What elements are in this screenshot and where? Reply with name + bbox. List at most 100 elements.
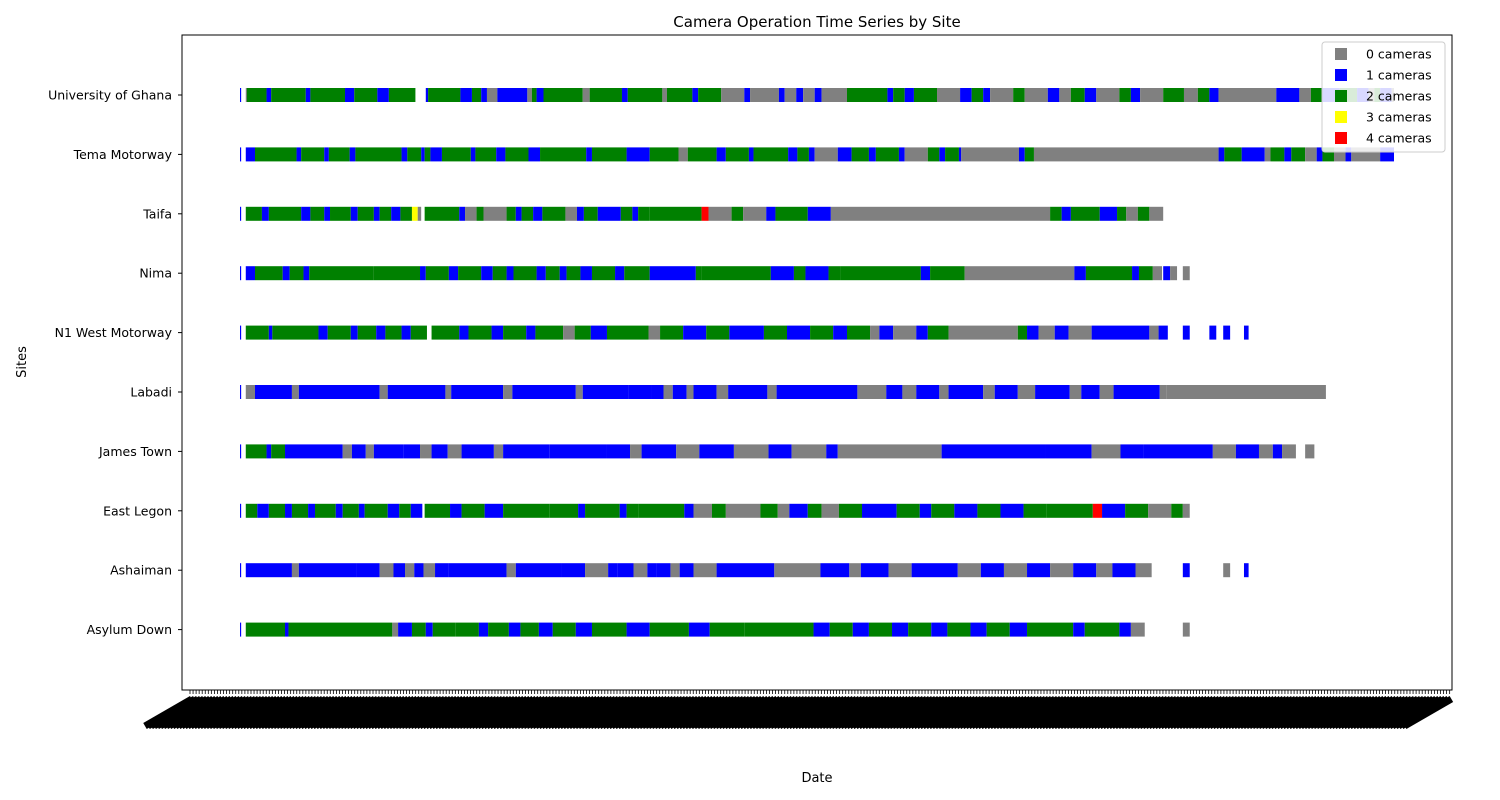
status-segment (240, 563, 242, 578)
status-segment (1102, 503, 1126, 518)
y-tick-label: East Legon (103, 503, 172, 518)
status-segment (589, 88, 622, 102)
status-segment (810, 325, 834, 340)
status-segment (403, 444, 421, 459)
status-segment (540, 147, 587, 162)
status-segment (886, 385, 903, 399)
status-segment (428, 88, 461, 102)
status-segment (970, 622, 987, 637)
status-segment (626, 503, 639, 518)
status-segment (1046, 503, 1093, 518)
status-segment (958, 147, 962, 162)
status-segment (411, 622, 426, 637)
status-segment (255, 147, 297, 162)
status-segment (893, 325, 917, 340)
status-segment (1333, 147, 1346, 162)
status-segment (240, 385, 242, 399)
status-segment (793, 266, 806, 281)
status-segment (1054, 325, 1069, 340)
status-segment (892, 622, 909, 637)
status-segment (435, 563, 449, 578)
status-segment (583, 206, 598, 221)
status-segment (898, 147, 905, 162)
status-segment (565, 206, 577, 221)
status-segment (830, 206, 1051, 221)
status-segment (271, 444, 286, 459)
status-segment (536, 266, 546, 281)
status-segment (1009, 622, 1028, 637)
status-segment (767, 385, 777, 399)
status-segment (916, 385, 940, 399)
status-segment (1017, 325, 1028, 340)
status-segment (376, 325, 386, 340)
status-segment (887, 88, 894, 102)
status-segment (1091, 444, 1121, 459)
status-segment (410, 325, 427, 340)
y-tick-label: N1 West Motorway (55, 325, 173, 340)
status-segment (240, 622, 242, 637)
status-segment (506, 206, 516, 221)
status-segment (1096, 88, 1120, 102)
status-segment (245, 622, 286, 637)
status-segment (430, 147, 442, 162)
status-segment (693, 503, 712, 518)
status-segment (1322, 147, 1334, 162)
status-segment (888, 563, 912, 578)
status-segment (401, 325, 411, 340)
status-segment (857, 385, 887, 399)
status-segment (763, 325, 787, 340)
status-segment (847, 88, 888, 102)
status-segment (1070, 88, 1085, 102)
chart-title: Camera Operation Time Series by Site (673, 13, 960, 31)
status-segment (512, 385, 576, 399)
status-segment (424, 503, 451, 518)
status-segment (354, 88, 378, 102)
status-segment (351, 444, 366, 459)
status-segment (1276, 88, 1300, 102)
status-segment (828, 266, 841, 281)
status-segment (1282, 444, 1296, 459)
status-segment (716, 147, 726, 162)
status-segment (513, 266, 537, 281)
status-segment (291, 503, 309, 518)
status-segment (536, 88, 544, 102)
status-segment (309, 266, 374, 281)
status-segment (245, 266, 255, 281)
status-segment (373, 206, 380, 221)
site-row-taifa (240, 206, 1164, 221)
status-segment (450, 503, 462, 518)
status-segment (1035, 385, 1070, 399)
status-segment (711, 503, 726, 518)
status-segment (240, 206, 242, 221)
status-segment (826, 444, 838, 459)
status-segment (1163, 266, 1171, 281)
status-segment (1218, 147, 1225, 162)
status-segment (431, 325, 460, 340)
status-segment (744, 622, 814, 637)
status-segment (1182, 622, 1190, 637)
status-segment (298, 385, 380, 399)
status-segment (1113, 385, 1160, 399)
status-segment (1112, 563, 1136, 578)
status-segment (954, 503, 978, 518)
status-segment (574, 325, 591, 340)
status-segment (666, 88, 693, 102)
status-segment (459, 325, 469, 340)
status-segment (753, 147, 789, 162)
status-segment (357, 325, 377, 340)
status-segment (423, 563, 436, 578)
status-segment (240, 444, 242, 459)
status-segment (670, 563, 680, 578)
status-segment (561, 563, 586, 578)
status-segment (725, 503, 761, 518)
status-segment (1158, 325, 1168, 340)
status-segment (808, 147, 815, 162)
status-segment (1061, 206, 1071, 221)
status-segment (776, 385, 858, 399)
status-segment (240, 266, 242, 281)
status-segment (683, 325, 707, 340)
status-segment (1084, 88, 1097, 102)
status-segment (638, 206, 650, 221)
status-segment (303, 266, 310, 281)
status-segment (328, 147, 350, 162)
